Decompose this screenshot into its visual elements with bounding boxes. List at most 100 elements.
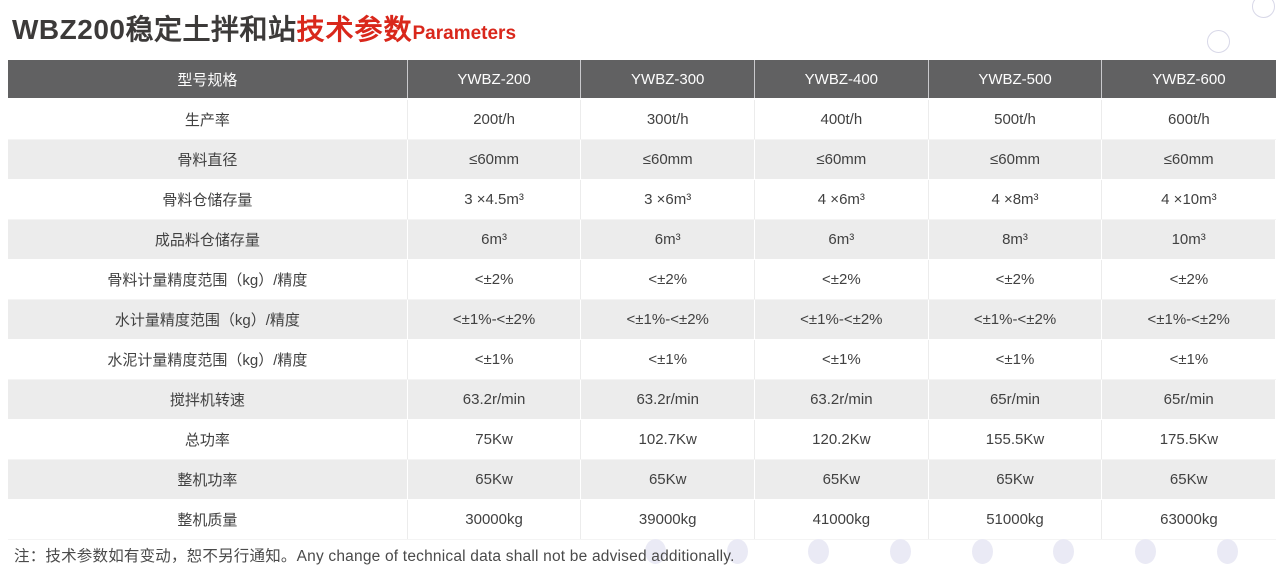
row-value: 8m³ — [928, 219, 1103, 260]
row-label: 水计量精度范围（kg）/精度 — [8, 299, 408, 340]
table-row: 整机功率 65Kw 65Kw 65Kw 65Kw 65Kw — [8, 459, 1276, 500]
row-value: ≤60mm — [754, 139, 929, 180]
column-header-ywbz-400: YWBZ-400 — [754, 60, 929, 100]
row-value: 75Kw — [407, 419, 582, 460]
column-header-ywbz-600: YWBZ-600 — [1101, 60, 1276, 100]
row-value: <±1% — [928, 339, 1103, 380]
row-value: 200t/h — [407, 99, 582, 140]
watermark-dot-icon — [972, 539, 993, 564]
column-header-spec: 型号规格 — [8, 60, 408, 100]
title-subtitle-text: Parameters — [412, 23, 517, 44]
table-row: 骨料直径 ≤60mm ≤60mm ≤60mm ≤60mm ≤60mm — [8, 139, 1276, 180]
watermark-dot-icon — [645, 539, 666, 564]
row-value: 500t/h — [928, 99, 1103, 140]
row-value: 120.2Kw — [754, 419, 929, 460]
footer-note: 注：技术参数如有变动，恕不另行通知。Any change of technica… — [14, 548, 735, 565]
watermark-dot-icon — [890, 539, 911, 564]
row-label: 骨料仓储存量 — [8, 179, 408, 220]
row-value: <±2% — [754, 259, 929, 300]
decorative-circle-icon — [1207, 30, 1230, 53]
table-row: 骨料仓储存量 3 ×4.5m³ 3 ×6m³ 4 ×6m³ 4 ×8m³ 4 ×10m³ — [8, 179, 1276, 220]
row-value: 400t/h — [754, 99, 929, 140]
column-header-ywbz-300: YWBZ-300 — [580, 60, 756, 100]
row-value: 6m³ — [580, 219, 756, 260]
row-label: 骨料直径 — [8, 139, 408, 180]
row-value: 41000kg — [754, 499, 929, 540]
row-value: 51000kg — [928, 499, 1103, 540]
row-value: <±1%-<±2% — [754, 299, 929, 340]
row-value: 63.2r/min — [754, 379, 929, 420]
row-value: <±1%-<±2% — [407, 299, 582, 340]
column-header-ywbz-200: YWBZ-200 — [407, 60, 582, 100]
row-value: <±2% — [1101, 259, 1276, 300]
row-value: ≤60mm — [1101, 139, 1276, 180]
row-value: 65Kw — [928, 459, 1103, 500]
row-value: 39000kg — [580, 499, 756, 540]
watermark-dot-icon — [1053, 539, 1074, 564]
table-row: 水计量精度范围（kg）/精度 <±1%-<±2% <±1%-<±2% <±1%-<±2… — [8, 299, 1276, 340]
row-value: <±1% — [407, 339, 582, 380]
row-value: 3 ×4.5m³ — [407, 179, 582, 220]
watermark-dot-icon — [727, 539, 748, 564]
row-value: ≤60mm — [928, 139, 1103, 180]
table-row: 生产率 200t/h 300t/h 400t/h 500t/h 600t/h — [8, 99, 1276, 140]
row-label: 水泥计量精度范围（kg）/精度 — [8, 339, 408, 380]
row-value: <±2% — [928, 259, 1103, 300]
row-value: 65Kw — [1101, 459, 1276, 500]
row-label: 生产率 — [8, 99, 408, 140]
row-value: 6m³ — [407, 219, 582, 260]
row-value: <±2% — [580, 259, 756, 300]
table-body: 生产率 200t/h 300t/h 400t/h 500t/h 600t/h 骨料直径 ≤60… — [8, 99, 1276, 540]
row-value: 3 ×6m³ — [580, 179, 756, 220]
row-value: 175.5Kw — [1101, 419, 1276, 460]
row-value: 63.2r/min — [407, 379, 582, 420]
row-value: <±1%-<±2% — [1101, 299, 1276, 340]
row-value: 10m³ — [1101, 219, 1276, 260]
row-value: 65Kw — [580, 459, 756, 500]
watermark-dot-icon — [1135, 539, 1156, 564]
row-value: 4 ×10m³ — [1101, 179, 1276, 220]
table-header-row: 型号规格 YWBZ-200 YWBZ-300 YWBZ-400 YWBZ-500 YWBZ… — [8, 60, 1276, 100]
table-row: 搅拌机转速 63.2r/min 63.2r/min 63.2r/min 65r/min 6… — [8, 379, 1276, 420]
row-value: 102.7Kw — [580, 419, 756, 460]
table-row: 整机质量 30000kg 39000kg 41000kg 51000kg 63000kg — [8, 499, 1276, 540]
row-value: 300t/h — [580, 99, 756, 140]
row-value: <±1%-<±2% — [928, 299, 1103, 340]
row-value: 4 ×6m³ — [754, 179, 929, 220]
row-value: 6m³ — [754, 219, 929, 260]
row-value: 65Kw — [754, 459, 929, 500]
row-label: 整机质量 — [8, 499, 408, 540]
row-value: 63000kg — [1101, 499, 1276, 540]
column-header-ywbz-500: YWBZ-500 — [928, 60, 1103, 100]
parameters-table: 型号规格 YWBZ-200 YWBZ-300 YWBZ-400 YWBZ-500 YWBZ… — [8, 60, 1276, 540]
row-value: ≤60mm — [407, 139, 582, 180]
row-value: 30000kg — [407, 499, 582, 540]
row-label: 搅拌机转速 — [8, 379, 408, 420]
title-model-text: WBZ200稳定土拌和站 — [12, 14, 297, 45]
row-value: <±1% — [580, 339, 756, 380]
row-value: 65r/min — [1101, 379, 1276, 420]
row-value: 4 ×8m³ — [928, 179, 1103, 220]
row-value: <±1% — [754, 339, 929, 380]
decorative-circle-icon — [1252, 0, 1275, 18]
row-value: <±2% — [407, 259, 582, 300]
title-highlight-text: 技术参数 — [296, 14, 413, 45]
table-row: 成品料仓储存量 6m³ 6m³ 6m³ 8m³ 10m³ — [8, 219, 1276, 260]
row-value: 600t/h — [1101, 99, 1276, 140]
row-value: 63.2r/min — [580, 379, 756, 420]
row-value: <±1%-<±2% — [580, 299, 756, 340]
watermark-dot-icon — [808, 539, 829, 564]
table-row: 总功率 75Kw 102.7Kw 120.2Kw 155.5Kw 175.5Kw — [8, 419, 1276, 460]
table-row: 水泥计量精度范围（kg）/精度 <±1% <±1% <±1% <±1% <±1% — [8, 339, 1276, 380]
row-value: <±1% — [1101, 339, 1276, 380]
table-row: 骨料计量精度范围（kg）/精度 <±2% <±2% <±2% <±2% <±2% — [8, 259, 1276, 300]
row-value: 65Kw — [407, 459, 582, 500]
row-value: 155.5Kw — [928, 419, 1103, 460]
row-label: 整机功率 — [8, 459, 408, 500]
watermark-dot-icon — [1217, 539, 1238, 564]
row-value: 65r/min — [928, 379, 1103, 420]
row-value: ≤60mm — [580, 139, 756, 180]
row-label: 总功率 — [8, 419, 408, 460]
row-label: 骨料计量精度范围（kg）/精度 — [8, 259, 408, 300]
row-label: 成品料仓储存量 — [8, 219, 408, 260]
